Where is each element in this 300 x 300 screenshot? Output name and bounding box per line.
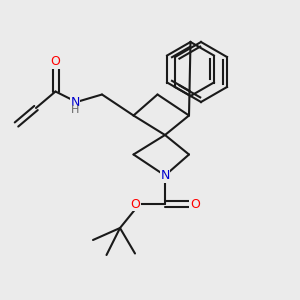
Text: N: N xyxy=(70,95,80,109)
Text: O: O xyxy=(130,197,140,211)
Text: H: H xyxy=(71,105,79,116)
Text: N: N xyxy=(160,169,170,182)
Text: O: O xyxy=(190,197,200,211)
Text: O: O xyxy=(51,55,60,68)
